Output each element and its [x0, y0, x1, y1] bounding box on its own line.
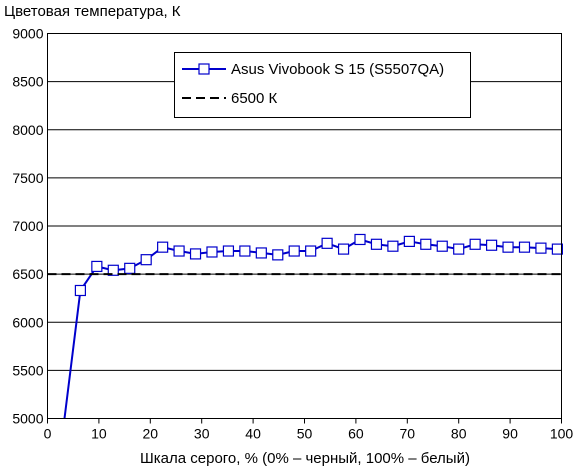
- y-tick-label: 9000: [12, 26, 43, 42]
- data-point: [535, 242, 547, 254]
- x-tick-label: 90: [502, 426, 518, 442]
- x-tick-label: 100: [550, 426, 574, 442]
- data-point: [91, 260, 103, 273]
- data-point: [272, 249, 284, 261]
- x-tick-label: 0: [44, 426, 52, 442]
- x-tick-label: 80: [451, 426, 467, 442]
- data-point: [420, 238, 432, 250]
- legend-label-1: 6500 К: [231, 90, 278, 107]
- data-point: [403, 235, 415, 247]
- y-axis-title: Цветовая температура, К: [4, 3, 181, 20]
- data-point: [502, 241, 514, 253]
- series-layer: [47, 233, 563, 419]
- x-tick-label: 40: [245, 426, 261, 442]
- data-point: [74, 284, 86, 297]
- plot-border: [47, 33, 562, 419]
- y-tick-label: 5500: [12, 362, 43, 378]
- data-point: [288, 245, 300, 257]
- data-point: [337, 243, 350, 255]
- data-point: [321, 237, 333, 249]
- y-tick-label: 8500: [12, 74, 43, 90]
- y-tick-label: 6500: [12, 266, 43, 282]
- y-tick-label: 7000: [12, 218, 43, 234]
- x-tick-label: 30: [194, 426, 210, 442]
- data-point: [173, 245, 185, 257]
- data-point: [157, 241, 169, 253]
- y-tick-label: 8000: [12, 122, 43, 138]
- data-point: [485, 239, 498, 251]
- data-point: [387, 240, 399, 252]
- data-point: [370, 238, 383, 250]
- x-tick-label: 60: [348, 426, 364, 442]
- data-point: [140, 254, 152, 266]
- x-tick-label: 50: [297, 426, 313, 442]
- data-point: [206, 246, 218, 258]
- data-point: [518, 241, 531, 253]
- data-point: [354, 233, 366, 246]
- data-point: [124, 262, 136, 274]
- data-point: [107, 264, 119, 276]
- y-tick-label: 6000: [12, 314, 43, 330]
- x-tick-label: 70: [400, 426, 416, 442]
- y-tick-labels: 5000 5500 6000 6500 7000 7500 8000 8500 9000: [12, 26, 43, 427]
- x-tick-labels: 0 10 20 30 40 50 60 70 80 90 100: [44, 418, 574, 442]
- x-axis-title: Шкала серого, % (0% – черный, 100% – бел…: [140, 450, 470, 467]
- legend-box: [174, 52, 471, 118]
- y-tick-label: 5000: [12, 411, 43, 427]
- x-tick-label: 20: [143, 426, 159, 442]
- data-point: [239, 245, 251, 257]
- data-point: [436, 240, 448, 252]
- data-point: [255, 247, 267, 259]
- y-tick-label: 7500: [12, 170, 43, 186]
- data-point: [222, 245, 235, 257]
- data-point: [305, 245, 317, 257]
- grid-lines: [47, 81, 562, 371]
- x-tick-label: 10: [91, 426, 107, 442]
- legend-marker-0: [198, 63, 210, 75]
- data-point: [469, 238, 481, 250]
- legend: Asus Vivobook S 15 (S5507QA) 6500 К: [174, 52, 471, 118]
- data-point: [453, 243, 465, 255]
- data-point: [551, 243, 563, 255]
- legend-label-0: Asus Vivobook S 15 (S5507QA): [231, 61, 444, 78]
- data-point: [189, 248, 202, 260]
